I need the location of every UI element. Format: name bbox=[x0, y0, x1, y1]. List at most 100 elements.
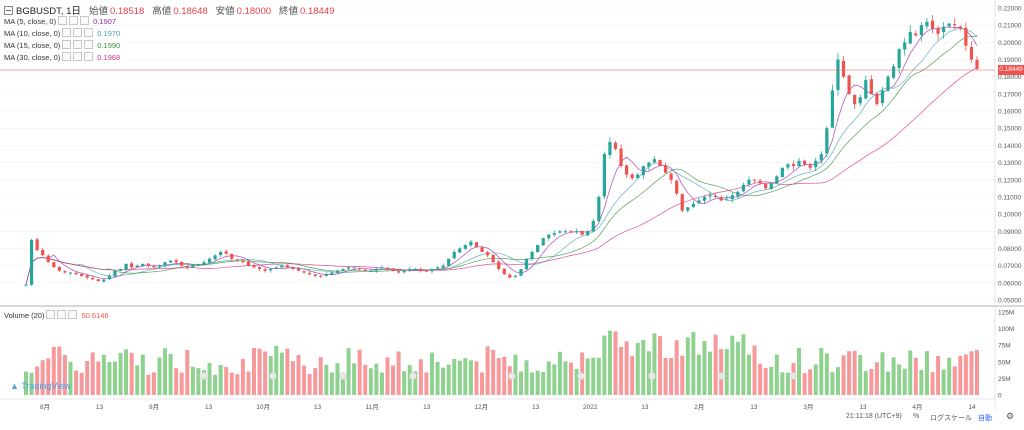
time-tick-label: 13 bbox=[96, 404, 104, 411]
volume-bar bbox=[591, 357, 596, 395]
candle-body bbox=[80, 273, 84, 276]
event-marker[interactable] bbox=[648, 372, 656, 380]
volume-bar bbox=[835, 367, 840, 395]
volume-bar bbox=[263, 351, 268, 395]
volume-bar bbox=[936, 356, 941, 395]
candle-body bbox=[630, 174, 634, 179]
volume-bar bbox=[407, 365, 412, 395]
close-icon[interactable] bbox=[84, 40, 94, 49]
visibility-icon[interactable] bbox=[62, 28, 72, 37]
volume-bar bbox=[530, 372, 535, 395]
collapse-legend-icon[interactable] bbox=[4, 6, 13, 15]
time-axis[interactable]: 8月 13 9月 13 10月 13 11月 13 12月 13 2022 13 2月 13 3月 13 4月 1… bbox=[40, 403, 976, 411]
candle-body bbox=[413, 269, 417, 271]
candle-body bbox=[391, 268, 395, 271]
indicator-value: 0.1968 bbox=[97, 53, 121, 62]
event-marker[interactable] bbox=[409, 372, 417, 380]
volume-bar bbox=[969, 351, 974, 395]
ma-line bbox=[25, 27, 978, 285]
event-marker[interactable] bbox=[718, 372, 726, 380]
volume-bar bbox=[463, 358, 468, 395]
volume-bar bbox=[163, 348, 168, 395]
candle-body bbox=[369, 270, 373, 272]
time-tick-label: 12月 bbox=[474, 403, 488, 411]
price-axis[interactable]: 0.22000 0.21000 0.20000 0.19000 0.18000 0.170… bbox=[998, 6, 1022, 305]
volume-bar bbox=[196, 368, 201, 395]
candle-body bbox=[519, 269, 523, 276]
candle-body bbox=[213, 255, 217, 260]
volume-bar bbox=[908, 350, 913, 395]
candle-body bbox=[319, 275, 323, 277]
candle-body bbox=[246, 261, 251, 266]
volume-bar bbox=[930, 372, 935, 395]
volume-bar bbox=[607, 330, 612, 395]
volume-bar bbox=[357, 349, 362, 395]
visibility-icon[interactable] bbox=[62, 40, 72, 49]
ohlc-high-value: 0.18648 bbox=[173, 6, 208, 17]
candle-body bbox=[385, 267, 390, 270]
candle-body bbox=[330, 272, 334, 275]
event-marker[interactable] bbox=[789, 372, 797, 380]
settings-icon[interactable] bbox=[73, 28, 83, 37]
log-scale-toggle[interactable]: ログスケール bbox=[930, 415, 972, 422]
volume-bar bbox=[413, 371, 418, 395]
volume-bar bbox=[285, 348, 290, 395]
close-icon[interactable] bbox=[84, 28, 94, 37]
settings-icon[interactable] bbox=[73, 40, 83, 49]
visibility-icon[interactable] bbox=[46, 310, 56, 319]
candle-body bbox=[530, 251, 534, 259]
event-marker[interactable] bbox=[508, 372, 516, 380]
event-marker[interactable] bbox=[269, 372, 277, 380]
volume-bar bbox=[652, 333, 657, 395]
event-marker[interactable] bbox=[199, 372, 207, 380]
percent-toggle[interactable]: % bbox=[913, 413, 920, 420]
price-tick-label: 0.10000 bbox=[998, 212, 1022, 219]
gear-icon[interactable]: ⚙ bbox=[1006, 411, 1015, 421]
volume-bar bbox=[502, 356, 507, 395]
indicator-ma10[interactable]: MA (10, close, 0) 0.1970 bbox=[4, 28, 120, 38]
close-icon[interactable] bbox=[84, 52, 94, 61]
candle-body bbox=[274, 267, 278, 269]
ohlc-close-label: 終値 bbox=[279, 6, 299, 17]
candle-body bbox=[497, 261, 501, 270]
event-marker[interactable] bbox=[577, 372, 585, 380]
volume-bar bbox=[646, 351, 651, 395]
volume-bar bbox=[435, 361, 440, 395]
close-icon[interactable] bbox=[80, 16, 90, 25]
volume-bar bbox=[880, 352, 885, 395]
visibility-icon[interactable] bbox=[62, 52, 72, 61]
visibility-icon[interactable] bbox=[58, 16, 68, 25]
event-marker[interactable] bbox=[339, 372, 347, 380]
volume-legend[interactable]: Volume (20) 50.6146 bbox=[4, 310, 109, 320]
settings-icon[interactable] bbox=[69, 16, 79, 25]
candle-body bbox=[118, 269, 123, 271]
candle-body bbox=[135, 265, 139, 268]
ma-line bbox=[25, 26, 978, 285]
settings-icon[interactable] bbox=[57, 310, 67, 319]
volume-bar bbox=[685, 337, 690, 395]
indicator-ma30[interactable]: MA (30, close, 0) 0.1968 bbox=[4, 52, 120, 62]
volume-axis[interactable]: 125M 100M 75M 50M 25M 0 bbox=[998, 310, 1014, 400]
candle-body bbox=[508, 274, 512, 278]
volume-bar bbox=[224, 367, 229, 395]
close-icon[interactable] bbox=[68, 310, 78, 319]
candle-body bbox=[552, 233, 556, 235]
volume-value: 50.6146 bbox=[81, 311, 109, 320]
candle-body bbox=[52, 262, 56, 268]
volume-bar bbox=[541, 372, 546, 395]
time-tick-label: 13 bbox=[314, 404, 322, 411]
candle-body bbox=[658, 160, 662, 167]
indicator-ma15[interactable]: MA (15, close, 0) 0.1990 bbox=[4, 40, 120, 50]
volume-bar bbox=[919, 370, 924, 395]
settings-icon[interactable] bbox=[73, 52, 83, 61]
auto-scale-toggle[interactable]: 自動 bbox=[978, 415, 992, 422]
volume-bar bbox=[313, 368, 318, 395]
price-tick-label: 0.18000 bbox=[998, 74, 1022, 81]
indicator-ma5[interactable]: MA (5, close, 0) 0.1907 bbox=[4, 16, 116, 26]
candle-body bbox=[163, 262, 167, 266]
candle-body bbox=[85, 275, 89, 278]
time-tick-label: 2022 bbox=[583, 404, 598, 411]
volume-bar bbox=[752, 345, 757, 395]
